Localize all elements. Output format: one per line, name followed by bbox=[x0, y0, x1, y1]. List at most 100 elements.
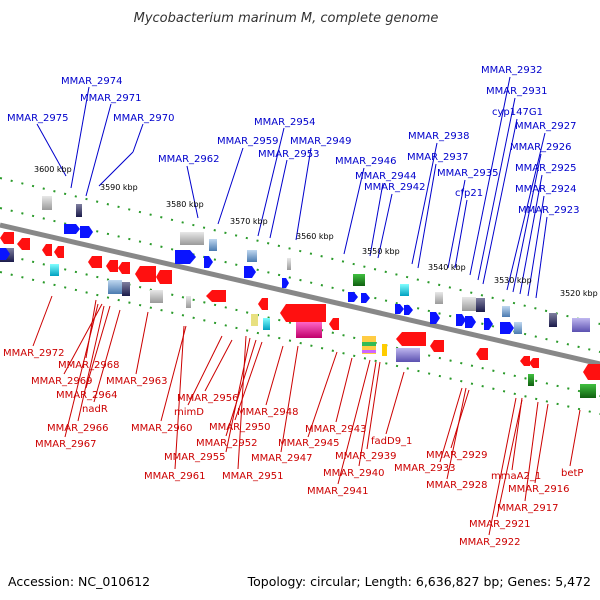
gene-label[interactable]: MMAR_2924 bbox=[515, 184, 577, 195]
gene-label[interactable]: MMAR_2963 bbox=[106, 376, 168, 387]
gene-arrow[interactable] bbox=[258, 298, 268, 310]
gene-arrow[interactable] bbox=[204, 256, 213, 268]
gene-label[interactable]: MMAR_2929 bbox=[426, 450, 488, 461]
gene-label[interactable]: MMAR_2959 bbox=[217, 136, 279, 147]
forward-gene-labels[interactable]: MMAR_2974 MMAR_2971 MMAR_2975 MMAR_2970 … bbox=[7, 65, 580, 216]
gene-arrow[interactable] bbox=[529, 358, 539, 368]
gene-arrow[interactable] bbox=[64, 224, 80, 234]
gene-box[interactable] bbox=[287, 258, 291, 270]
gene-box[interactable] bbox=[150, 290, 163, 303]
gene-box[interactable] bbox=[528, 374, 534, 386]
gene-label[interactable]: MMAR_2927 bbox=[515, 121, 577, 132]
gene-label[interactable]: MMAR_2952 bbox=[196, 438, 258, 449]
gene-label[interactable]: MMAR_2948 bbox=[237, 407, 299, 418]
gene-arrow[interactable] bbox=[106, 260, 118, 272]
gene-label[interactable]: MMAR_2938 bbox=[408, 131, 470, 142]
gene-label[interactable]: MMAR_2968 bbox=[58, 360, 120, 371]
gene-label[interactable]: MMAR_2949 bbox=[290, 136, 352, 147]
gene-arrow[interactable] bbox=[484, 318, 493, 330]
gene-label[interactable]: MMAR_2951 bbox=[222, 471, 284, 482]
gene-box[interactable] bbox=[362, 350, 376, 353]
gene-label[interactable]: MMAR_2969 bbox=[31, 376, 93, 387]
gene-arrow[interactable] bbox=[500, 322, 514, 334]
gene-label[interactable]: MMAR_2956 bbox=[177, 393, 239, 404]
gene-arrow[interactable] bbox=[54, 246, 64, 258]
gene-box[interactable] bbox=[209, 239, 217, 251]
gene-arrow[interactable] bbox=[404, 305, 413, 315]
gene-box[interactable] bbox=[382, 344, 387, 356]
gene-arrow[interactable] bbox=[465, 316, 476, 328]
gene-box[interactable] bbox=[42, 196, 52, 210]
gene-box[interactable] bbox=[251, 314, 258, 326]
gene-label[interactable]: MMAR_2971 bbox=[80, 93, 142, 104]
gene-box[interactable] bbox=[180, 232, 204, 245]
gene-arrow[interactable] bbox=[156, 270, 172, 284]
gene-label[interactable]: MMAR_2970 bbox=[113, 113, 175, 124]
gene-arrow[interactable] bbox=[348, 292, 358, 302]
gene-box[interactable] bbox=[76, 204, 82, 217]
gene-label[interactable]: MMAR_2974 bbox=[61, 76, 123, 87]
gene-arrow[interactable] bbox=[361, 293, 370, 303]
gene-arrow[interactable] bbox=[430, 312, 440, 324]
gene-label[interactable]: MMAR_2916 bbox=[508, 484, 570, 495]
gene-arrow[interactable] bbox=[88, 256, 102, 268]
gene-label[interactable]: MMAR_2945 bbox=[278, 438, 340, 449]
gene-label[interactable]: MMAR_2932 bbox=[481, 65, 543, 76]
gene-label[interactable]: mimD bbox=[174, 407, 204, 418]
gene-label[interactable]: MMAR_2928 bbox=[426, 480, 488, 491]
gene-label[interactable]: MMAR_2926 bbox=[510, 142, 572, 153]
gene-box[interactable] bbox=[580, 384, 596, 398]
gene-arrow[interactable] bbox=[0, 232, 14, 244]
gene-box[interactable] bbox=[435, 292, 443, 304]
gene-label[interactable]: MMAR_2931 bbox=[486, 86, 548, 97]
gene-label[interactable]: MMAR_2939 bbox=[335, 451, 397, 462]
gene-label[interactable]: MMAR_2935 bbox=[437, 168, 499, 179]
gene-arrow[interactable] bbox=[583, 364, 600, 380]
gene-label[interactable]: MMAR_2975 bbox=[7, 113, 69, 124]
gene-label[interactable]: nadR bbox=[82, 404, 108, 415]
gene-arrow[interactable] bbox=[80, 226, 93, 238]
gene-arrow[interactable] bbox=[395, 304, 404, 314]
gene-arrow[interactable] bbox=[520, 356, 530, 366]
gene-label[interactable]: MMAR_2922 bbox=[459, 537, 521, 548]
forward-genes[interactable] bbox=[0, 196, 590, 334]
gene-arrow[interactable] bbox=[0, 248, 10, 260]
gene-label[interactable]: MMAR_2960 bbox=[131, 423, 193, 434]
gene-arrow[interactable] bbox=[42, 244, 52, 256]
gene-box[interactable] bbox=[122, 282, 130, 296]
reverse-gene-labels[interactable]: MMAR_2972 MMAR_2968 MMAR_2969 MMAR_2963 … bbox=[3, 348, 583, 548]
gene-box[interactable] bbox=[400, 284, 409, 296]
gene-box[interactable] bbox=[502, 306, 510, 317]
gene-label[interactable]: MMAR_2925 bbox=[515, 163, 577, 174]
gene-arrow[interactable] bbox=[135, 266, 156, 282]
gene-label[interactable]: cyp147G1 bbox=[492, 107, 543, 118]
gene-label[interactable]: MMAR_2961 bbox=[144, 471, 206, 482]
gene-box[interactable] bbox=[186, 296, 191, 308]
gene-box[interactable] bbox=[247, 250, 257, 262]
gene-label[interactable]: MMAR_2950 bbox=[209, 422, 271, 433]
gene-arrow[interactable] bbox=[244, 266, 256, 278]
gene-box[interactable] bbox=[396, 348, 420, 362]
gene-arrow[interactable] bbox=[282, 278, 289, 288]
gene-box[interactable] bbox=[476, 298, 485, 312]
gene-arrow[interactable] bbox=[17, 238, 30, 250]
reverse-genes[interactable] bbox=[0, 232, 600, 398]
gene-label[interactable]: MMAR_2937 bbox=[407, 152, 469, 163]
gene-label[interactable]: MMAR_2943 bbox=[305, 424, 367, 435]
gene-label[interactable]: MMAR_2972 bbox=[3, 348, 65, 359]
gene-label[interactable]: betP bbox=[561, 468, 583, 479]
gene-label[interactable]: MMAR_2962 bbox=[158, 154, 220, 165]
gene-label[interactable]: MMAR_2947 bbox=[251, 453, 313, 464]
gene-arrow[interactable] bbox=[396, 332, 426, 346]
gene-arrow[interactable] bbox=[476, 348, 488, 360]
gene-box[interactable] bbox=[50, 264, 59, 276]
gene-arrow[interactable] bbox=[280, 304, 326, 322]
gene-label[interactable]: cfp21 bbox=[455, 188, 483, 199]
gene-label[interactable]: MMAR_2953 bbox=[258, 149, 320, 160]
gene-arrow[interactable] bbox=[118, 262, 130, 274]
gene-label[interactable]: MMAR_2933 bbox=[394, 463, 456, 474]
gene-label[interactable]: MMAR_2923 bbox=[518, 205, 580, 216]
gene-box[interactable] bbox=[353, 274, 365, 286]
gene-label[interactable]: MMAR_2967 bbox=[35, 439, 97, 450]
gene-arrow[interactable] bbox=[175, 250, 196, 264]
